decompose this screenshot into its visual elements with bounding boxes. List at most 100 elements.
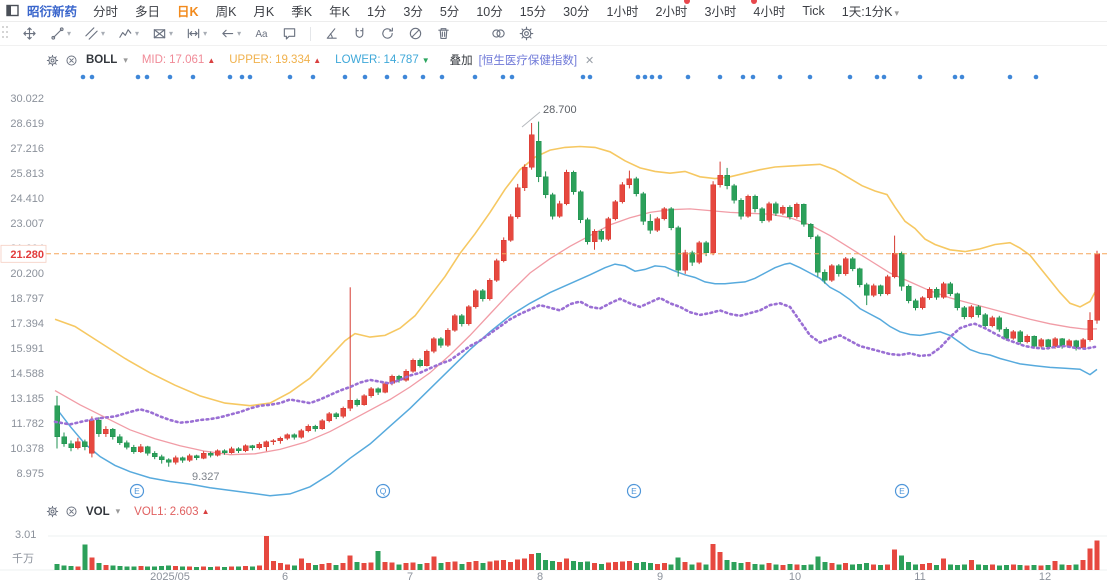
tab-1分[interactable]: 1分 — [366, 5, 387, 19]
volume-axis-tick: 3.01 — [15, 529, 37, 541]
boll-indicator-name[interactable]: BOLL — [86, 54, 118, 66]
tab-10分[interactable]: 10分 — [476, 5, 503, 19]
svg-text:17.394: 17.394 — [10, 318, 44, 330]
tab-4小时[interactable]: 4小时 — [753, 5, 786, 19]
tab-周K[interactable]: 周K — [215, 5, 237, 19]
vol1-value: 2.603 — [169, 505, 199, 518]
move-icon[interactable] — [22, 26, 37, 41]
date-tick-8: 8 — [536, 571, 544, 583]
svg-text:28.619: 28.619 — [10, 118, 44, 130]
vol1-label: VOL1: — [134, 505, 167, 518]
svg-text:20.200: 20.200 — [10, 268, 44, 280]
lower-down-arrow-icon: ▼ — [421, 55, 430, 65]
notification-dot — [751, 0, 757, 4]
svg-text:E: E — [899, 486, 905, 496]
stock-name[interactable]: 昭衍新药 — [27, 5, 78, 19]
toolbar-drag-handle[interactable] — [2, 25, 12, 42]
tab-30分[interactable]: 30分 — [563, 5, 590, 19]
svg-text:18.797: 18.797 — [10, 293, 44, 305]
date-tick-7: 7 — [406, 571, 414, 583]
tab-1小时[interactable]: 1小时 — [606, 5, 639, 19]
tab-2小时[interactable]: 2小时 — [655, 5, 688, 19]
boll-settings-gear-icon[interactable] — [46, 54, 59, 67]
pattern-icon[interactable]: ▾ — [152, 26, 173, 41]
tab-季K[interactable]: 季K — [291, 5, 313, 19]
svg-text:8.975: 8.975 — [16, 468, 44, 480]
svg-text:E: E — [134, 486, 140, 496]
overlay-label[interactable]: 叠加 — [449, 55, 473, 67]
svg-text:25.813: 25.813 — [10, 168, 44, 180]
tab-年K[interactable]: 年K — [329, 5, 350, 19]
wave-icon[interactable]: ▾ — [118, 26, 139, 41]
tab-月K[interactable]: 月K — [253, 5, 275, 19]
boll-lower-label: LOWER: — [335, 54, 381, 66]
svg-text:28.700: 28.700 — [543, 104, 577, 116]
volume-unit-label: 千万 — [12, 553, 34, 565]
settings-icon[interactable] — [519, 26, 534, 41]
boll-collapse-icon[interactable] — [65, 54, 78, 67]
channel-icon[interactable]: ▾ — [84, 26, 105, 41]
svg-text:E: E — [631, 486, 637, 496]
boll-upper-label: UPPER: — [229, 54, 273, 66]
svg-text:14.588: 14.588 — [10, 368, 44, 380]
mid-up-arrow-icon: ▲ — [207, 55, 216, 65]
timeframe-tabs: 分时 多日 日K 周K 月K 季K 年K 1分 3分 5分 10分 15分 30分 1小时 2小时 3小时 4小… — [93, 1, 899, 20]
date-tick-9: 9 — [656, 571, 664, 583]
tab-3分[interactable]: 3分 — [403, 5, 423, 19]
boll-mid-value: 17.061 — [169, 54, 205, 66]
window-layout-icon[interactable] — [6, 4, 19, 17]
comment-icon[interactable] — [282, 26, 297, 41]
volume-indicator-row: VOL ▾ VOL1: 2.603 ▲ — [46, 505, 209, 518]
date-tick-11: 11 — [914, 571, 926, 583]
vol-collapse-icon[interactable] — [65, 505, 78, 518]
drawing-toolbar: ▾ ▾ ▾ ▾ ▾ ▾ Aa — [0, 22, 1107, 46]
magnet-icon[interactable] — [352, 26, 367, 41]
svg-text:15.991: 15.991 — [10, 343, 44, 355]
chevron-down-icon[interactable]: ▾ — [115, 506, 121, 516]
tab-分时[interactable]: 分时 — [93, 5, 119, 19]
tab-15分[interactable]: 15分 — [519, 5, 547, 19]
date-tick-12: 12 — [1038, 571, 1052, 583]
boll-indicator-row: BOLL ▾ MID: 17.061 ▲ UPPER: 19.334 ▲ LOWER: 1… — [46, 52, 594, 68]
arrow-icon[interactable]: ▾ — [220, 26, 241, 41]
angle-icon[interactable] — [324, 26, 339, 41]
svg-text:24.410: 24.410 — [10, 193, 44, 205]
vol-settings-gear-icon[interactable] — [46, 505, 59, 518]
continuous-draw-icon[interactable] — [380, 26, 395, 41]
chevron-down-icon: ▾ — [894, 8, 900, 18]
vol-indicator-name[interactable]: VOL — [86, 505, 110, 518]
tab-多日[interactable]: 多日 — [135, 5, 161, 19]
compare-toggle-icon[interactable] — [491, 26, 506, 41]
toolbar-separator — [310, 26, 312, 41]
notification-dot — [684, 0, 690, 4]
svg-text:21.280: 21.280 — [10, 249, 44, 261]
boll-mid-label: MID: — [141, 54, 167, 66]
upper-up-arrow-icon: ▲ — [313, 55, 322, 65]
hide-drawings-icon[interactable] — [408, 26, 423, 41]
measure-icon[interactable]: ▾ — [186, 26, 207, 41]
svg-text:27.216: 27.216 — [10, 143, 44, 155]
tab-日K[interactable]: 日K — [177, 5, 199, 19]
boll-lower-value: 14.787 — [383, 54, 419, 66]
tab-5分[interactable]: 5分 — [439, 5, 460, 19]
tab-3小时[interactable]: 3小时 — [704, 5, 737, 19]
text-icon[interactable]: Aa — [254, 26, 269, 41]
svg-text:30.022: 30.022 — [10, 93, 44, 105]
vol1-up-arrow-icon: ▲ — [201, 507, 210, 516]
date-tick-10: 10 — [788, 571, 802, 583]
trend-line-icon[interactable]: ▾ — [50, 26, 71, 41]
date-axis: 2025/05 6 7 8 9 10 11 12 — [0, 571, 1107, 587]
overlay-close-icon[interactable]: ✕ — [585, 54, 595, 67]
tab-1天:1分K[interactable]: 1天:1分K ▾ — [841, 5, 900, 19]
chevron-down-icon[interactable]: ▾ — [123, 54, 128, 65]
svg-text:13.185: 13.185 — [10, 393, 44, 405]
top-bar: 昭衍新药 分时 多日 日K 周K 月K 季K 年K 1分 3分 5分 10分 15分 30分 1小时 2小时… — [0, 0, 1107, 22]
overlay-index-link[interactable]: [恒生医疗保健指数] — [478, 55, 578, 67]
svg-text:10.378: 10.378 — [10, 443, 44, 455]
tab-Tick[interactable]: Tick — [802, 3, 825, 18]
boll-upper-value: 19.334 — [275, 54, 311, 66]
svg-text:Aa: Aa — [256, 29, 269, 40]
delete-drawings-icon[interactable] — [436, 26, 451, 41]
